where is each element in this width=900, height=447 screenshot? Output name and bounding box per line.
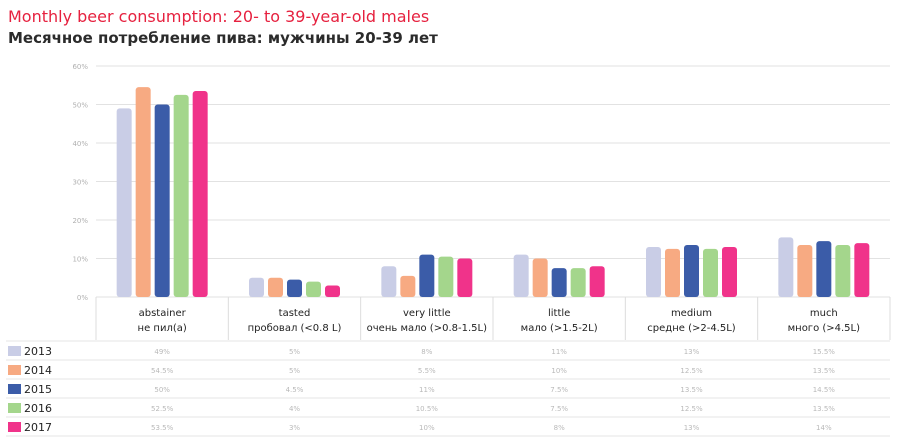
table-cell: 8%	[421, 348, 432, 356]
table-cell: 10%	[551, 367, 567, 375]
legend-swatch	[8, 365, 21, 375]
table-cell: 10%	[419, 424, 435, 432]
category-label-ru: очень мало (>0.8-1.5L)	[367, 323, 487, 334]
table-cell: 13.5%	[680, 386, 703, 394]
data-table: 2013 49% 5% 8% 11% 13% 15.5% 2014 54.5% 5% 5.5% 10%…	[6, 340, 890, 437]
table-cell: 11%	[419, 386, 435, 394]
table-cell: 8%	[554, 424, 565, 432]
bar-2013-very-little	[381, 266, 397, 297]
y-tick-label: 60%	[72, 63, 88, 71]
category-label-ru: много (>4.5L)	[788, 323, 861, 334]
y-tick-label: 30%	[72, 179, 88, 187]
legend-swatch	[8, 384, 21, 394]
bar-2015-little	[551, 268, 567, 297]
legend-label: 2014	[24, 364, 52, 377]
chart-title: Monthly beer consumption: 20- to 39-year…	[8, 7, 430, 26]
bar-2017-abstainer	[192, 91, 208, 298]
category-labels: abstainer не пил(а) tasted пробовал (<0.8 L…	[138, 308, 861, 334]
table-cell: 13.5%	[813, 405, 836, 413]
bar-2015-very-little	[419, 254, 435, 297]
table-cell: 5%	[289, 348, 300, 356]
table-cell: 52.5%	[151, 405, 174, 413]
bar-2015-tasted	[287, 279, 302, 297]
bar-2017-medium	[722, 246, 737, 297]
table-cell: 4.5%	[286, 386, 304, 394]
bar-2014-very-little	[400, 275, 416, 297]
bar-2013-abstainer	[116, 108, 132, 297]
table-cell: 15.5%	[813, 348, 836, 356]
category-label-ru: средне (>2-4.5L)	[647, 323, 736, 334]
table-cell: 7.5%	[550, 405, 568, 413]
category-label-en: very little	[403, 308, 451, 319]
bar-2015-medium	[684, 245, 699, 297]
bar-2015-abstainer	[154, 104, 170, 297]
table-cell: 14.5%	[813, 386, 836, 394]
category-label-en: medium	[671, 308, 712, 319]
bar-2016-tasted	[306, 281, 321, 297]
table-cell: 12.5%	[680, 405, 703, 413]
bar-2013-much	[778, 237, 794, 297]
bars	[116, 87, 870, 298]
category-label-en: little	[548, 308, 570, 319]
table-cell: 49%	[154, 348, 170, 356]
table-cell: 11%	[551, 348, 567, 356]
bar-2013-medium	[646, 246, 661, 297]
y-tick-label: 50%	[72, 102, 88, 110]
bar-2016-medium	[703, 248, 718, 297]
table-cell: 3%	[289, 424, 300, 432]
bar-2017-little	[589, 266, 605, 297]
bar-2017-very-little	[457, 258, 473, 297]
category-label-ru: пробовал (<0.8 L)	[248, 323, 342, 334]
table-cell: 10.5%	[416, 405, 439, 413]
bar-2017-much	[854, 243, 870, 297]
bar-2013-little	[513, 254, 529, 297]
bar-2013-tasted	[249, 277, 264, 297]
table-cell: 54.5%	[151, 367, 174, 375]
category-label-en: much	[810, 308, 838, 319]
bar-2016-much	[835, 245, 851, 297]
chart-subtitle: Месячное потребление пива: мужчины 20-39…	[8, 29, 438, 47]
bar-2016-abstainer	[173, 94, 189, 297]
table-cell: 50%	[154, 386, 170, 394]
bar-2014-tasted	[268, 277, 283, 297]
category-label-en: tasted	[279, 308, 311, 319]
legend-label: 2016	[24, 402, 52, 415]
legend-label: 2017	[24, 421, 52, 434]
table-cell: 13%	[684, 424, 700, 432]
bar-2014-medium	[665, 248, 680, 297]
legend-label: 2013	[24, 345, 52, 358]
bar-2014-little	[532, 258, 548, 297]
table-cell: 7.5%	[550, 386, 568, 394]
y-tick-label: 10%	[72, 256, 88, 264]
legend-swatch	[8, 422, 21, 432]
table-cell: 13.5%	[813, 367, 836, 375]
bar-2015-much	[816, 241, 832, 297]
y-tick-label: 40%	[72, 140, 88, 148]
table-cell: 13%	[684, 348, 700, 356]
legend-swatch	[8, 403, 21, 413]
table-cell: 14%	[816, 424, 832, 432]
legend-label: 2015	[24, 383, 52, 396]
bar-2014-much	[797, 245, 813, 297]
bar-2017-tasted	[325, 285, 340, 297]
bar-2016-very-little	[438, 256, 454, 297]
category-label-en: abstainer	[139, 308, 187, 319]
category-label-ru: мало (>1.5-2L)	[521, 323, 598, 334]
table-cell: 4%	[289, 405, 300, 413]
y-axis: 0% 10% 20% 30% 40% 50% 60%	[72, 63, 88, 302]
table-cell: 5%	[289, 367, 300, 375]
category-label-ru: не пил(а)	[138, 323, 187, 334]
gridlines	[95, 65, 891, 340]
table-cell: 53.5%	[151, 424, 174, 432]
bar-2016-little	[570, 268, 586, 297]
table-cell: 5.5%	[418, 367, 436, 375]
bar-2014-abstainer	[135, 87, 151, 297]
legend-swatch	[8, 346, 21, 356]
table-cell: 12.5%	[680, 367, 703, 375]
y-tick-label: 0%	[77, 294, 88, 302]
y-tick-label: 20%	[72, 217, 88, 225]
